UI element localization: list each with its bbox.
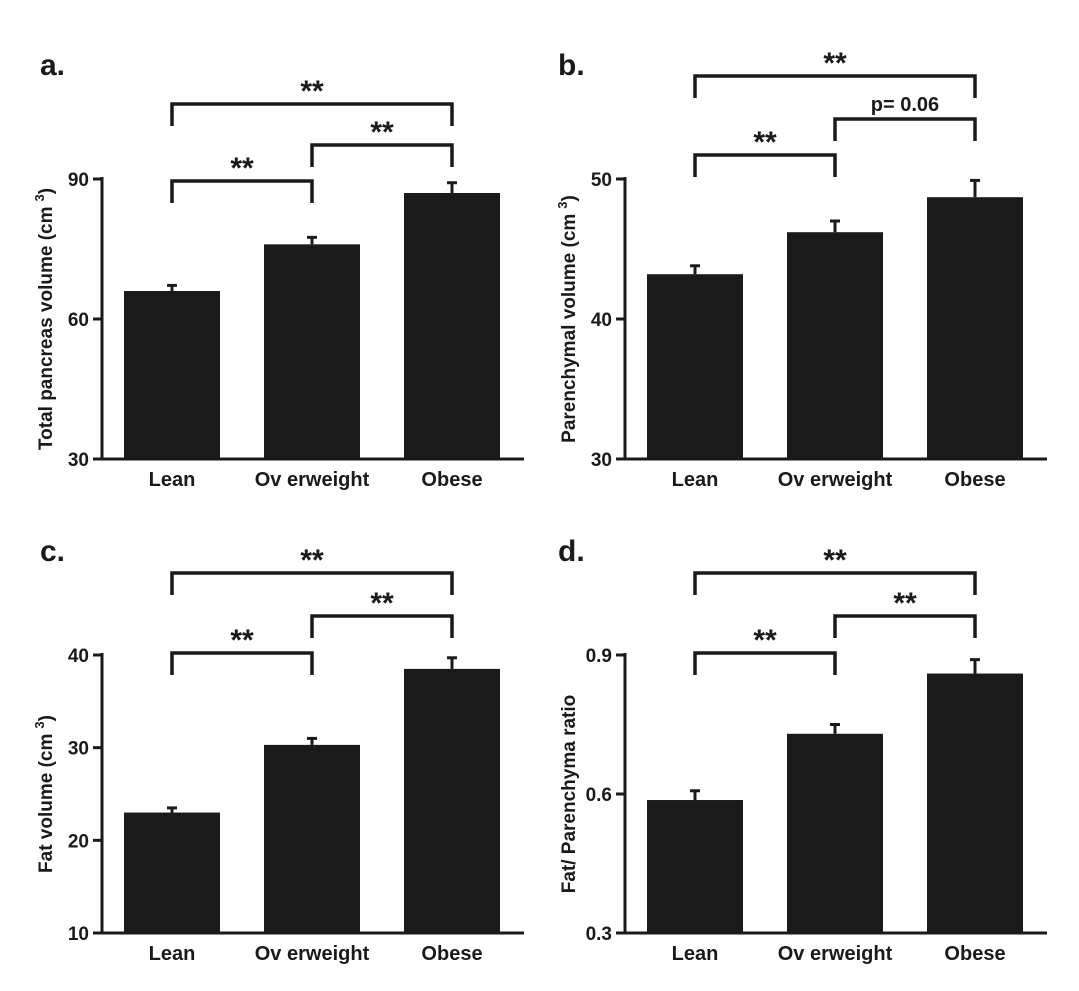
significance-bracket (693, 571, 977, 595)
bar-obese (927, 673, 1023, 933)
y-tick-label: 0.9 (586, 646, 612, 667)
panel-label: a. (40, 49, 65, 82)
bar-obese (404, 668, 500, 933)
significance-bracket (310, 143, 454, 167)
y-tick-label: 40 (591, 310, 612, 331)
y-axis-title-end: ) (36, 188, 57, 194)
y-tick-label: 40 (68, 646, 89, 667)
category-label: Lean (149, 943, 196, 965)
bar-obese (404, 193, 500, 459)
y-axis-title-superscript: 3 (32, 194, 47, 201)
bar-obese (927, 197, 1023, 459)
category-label: Ov erweight (778, 943, 893, 965)
category-label: Obese (944, 469, 1005, 491)
significance-bracket (310, 614, 454, 638)
y-axis-title-main: Parenchymal volume (cm (559, 214, 580, 443)
y-axis-title-superscript: 3 (555, 201, 570, 208)
y-tick-label: 50 (591, 170, 612, 191)
y-axis-title-main: Fat/ Parenchyma ratio (559, 695, 580, 894)
y-axis-title-end: ) (36, 715, 57, 721)
significance-bracket (170, 102, 454, 126)
y-tick-label: 60 (68, 310, 89, 331)
category-label: Lean (672, 943, 719, 965)
panel-a: a. 30 60 90 Lean Ov erweight Obese Total pancre… (32, 49, 524, 491)
category-label: Ov erweight (255, 469, 370, 491)
significance-bracket (693, 153, 837, 177)
significance-label: ** (230, 624, 254, 657)
y-axis-title: Parenchymal volume (cm 3) (555, 195, 580, 443)
significance-label: ** (823, 47, 847, 80)
bar-lean (647, 274, 743, 459)
panel-label: c. (40, 535, 65, 568)
y-axis-title-superscript: 3 (32, 721, 47, 728)
significance-label: ** (823, 544, 847, 577)
significance-bracket (693, 74, 977, 98)
bar-lean (647, 800, 743, 933)
y-tick-label: 20 (68, 831, 89, 852)
significance-bracket (170, 571, 454, 595)
category-label: Obese (944, 943, 1005, 965)
panel-label: d. (558, 535, 585, 568)
y-axis-title: Fat/ Parenchyma ratio (559, 695, 580, 894)
category-label: Lean (149, 469, 196, 491)
category-label: Ov erweight (778, 469, 893, 491)
y-axis-title-end: ) (559, 195, 580, 201)
significance-bracket (170, 651, 314, 675)
bar-lean (124, 291, 220, 459)
panel-label: b. (558, 49, 585, 82)
bar-lean (124, 812, 220, 933)
significance-label: ** (230, 152, 254, 185)
panel-d: d. 0.3 0.6 0.9 Lean Ov erweight Obese Fat/ Pare… (558, 535, 1047, 965)
significance-label: ** (753, 126, 777, 159)
significance-label: ** (300, 75, 324, 108)
y-axis-title: Fat volume (cm 3) (32, 715, 57, 873)
category-label: Lean (672, 469, 719, 491)
significance-label: ** (370, 587, 394, 620)
category-label: Obese (421, 469, 482, 491)
y-tick-label: 0.3 (586, 924, 612, 945)
category-label: Obese (421, 943, 482, 965)
significance-label: p= 0.06 (871, 94, 939, 116)
y-axis-title-main: Fat volume (cm (36, 734, 57, 873)
significance-label: ** (300, 544, 324, 577)
significance-bracket (833, 117, 977, 141)
significance-label: ** (753, 624, 777, 657)
y-axis-title: Total pancreas volume (cm 3) (32, 188, 57, 450)
category-label: Ov erweight (255, 943, 370, 965)
panel-c: c. 10 20 30 40 Lean Ov erweight Obese Fat volume… (32, 535, 524, 965)
panel-b: b. 30 40 50 Lean Ov erweight Obese Parenchymal … (555, 47, 1047, 491)
y-axis-title-main: Total pancreas volume (cm (36, 207, 57, 451)
y-tick-label: 30 (591, 450, 612, 471)
bar-overweight (264, 244, 360, 459)
y-tick-label: 10 (68, 924, 89, 945)
y-tick-label: 30 (68, 450, 89, 471)
significance-label: ** (370, 116, 394, 149)
bar-overweight (787, 232, 883, 459)
significance-bracket (170, 179, 314, 203)
significance-label: ** (893, 587, 917, 620)
bar-overweight (264, 744, 360, 933)
significance-bracket (693, 651, 837, 675)
bar-overweight (787, 733, 883, 933)
y-tick-label: 90 (68, 170, 89, 191)
significance-bracket (833, 614, 977, 638)
y-tick-label: 30 (68, 739, 89, 760)
y-tick-label: 0.6 (586, 785, 612, 806)
